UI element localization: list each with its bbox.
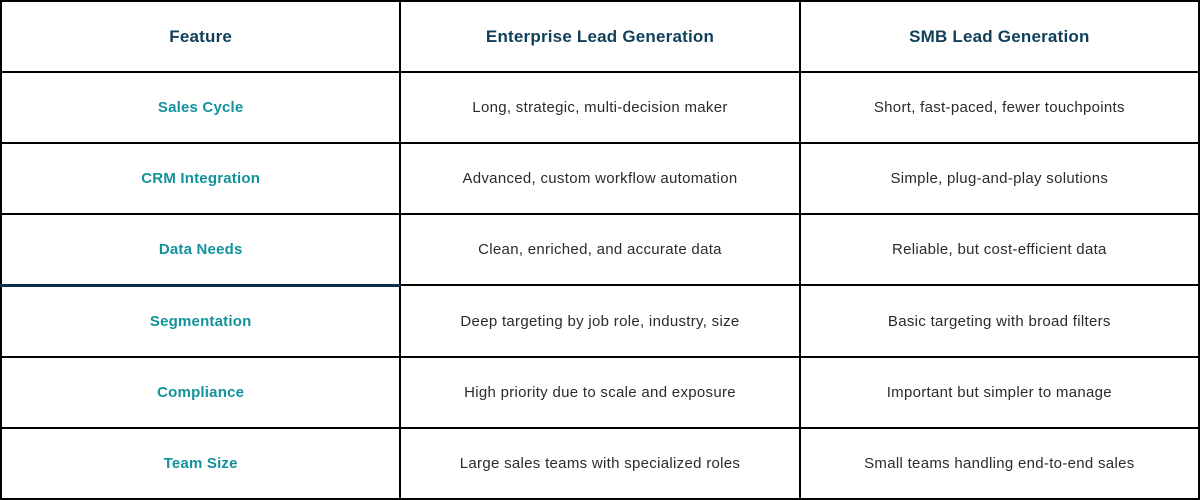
feature-label: Compliance — [0, 355, 402, 429]
column-header-smb: SMB Lead Generation — [798, 0, 1200, 73]
column-header-enterprise: Enterprise Lead Generation — [399, 0, 801, 73]
enterprise-value: High priority due to scale and exposure — [399, 355, 801, 429]
feature-label: Data Needs — [0, 213, 402, 287]
enterprise-value: Large sales teams with specialized roles — [399, 426, 801, 500]
smb-value: Reliable, but cost-efficient data — [798, 213, 1200, 287]
feature-label: Segmentation — [0, 284, 402, 358]
smb-value: Short, fast-paced, fewer touchpoints — [798, 70, 1200, 145]
smb-value: Simple, plug-and-play solutions — [798, 142, 1200, 216]
smb-value: Small teams handling end-to-end sales — [798, 426, 1200, 500]
table-row: Sales Cycle Long, strategic, multi-decis… — [0, 70, 1200, 145]
header-row: Feature Enterprise Lead Generation SMB L… — [0, 0, 1200, 73]
table-row: Segmentation Deep targeting by job role,… — [0, 284, 1200, 358]
enterprise-value: Deep targeting by job role, industry, si… — [399, 284, 801, 358]
column-header-feature: Feature — [0, 0, 402, 73]
feature-label: Team Size — [0, 426, 402, 500]
enterprise-value: Advanced, custom workflow automation — [399, 142, 801, 216]
enterprise-value: Clean, enriched, and accurate data — [399, 213, 801, 287]
feature-label: Sales Cycle — [0, 70, 402, 145]
table-row: Team Size Large sales teams with special… — [0, 426, 1200, 500]
table-row: Data Needs Clean, enriched, and accurate… — [0, 213, 1200, 287]
enterprise-value: Long, strategic, multi-decision maker — [399, 70, 801, 145]
smb-value: Important but simpler to manage — [798, 355, 1200, 429]
feature-label: CRM Integration — [0, 142, 402, 216]
table-row: CRM Integration Advanced, custom workflo… — [0, 142, 1200, 216]
smb-value: Basic targeting with broad filters — [798, 284, 1200, 358]
table-row: Compliance High priority due to scale an… — [0, 355, 1200, 429]
